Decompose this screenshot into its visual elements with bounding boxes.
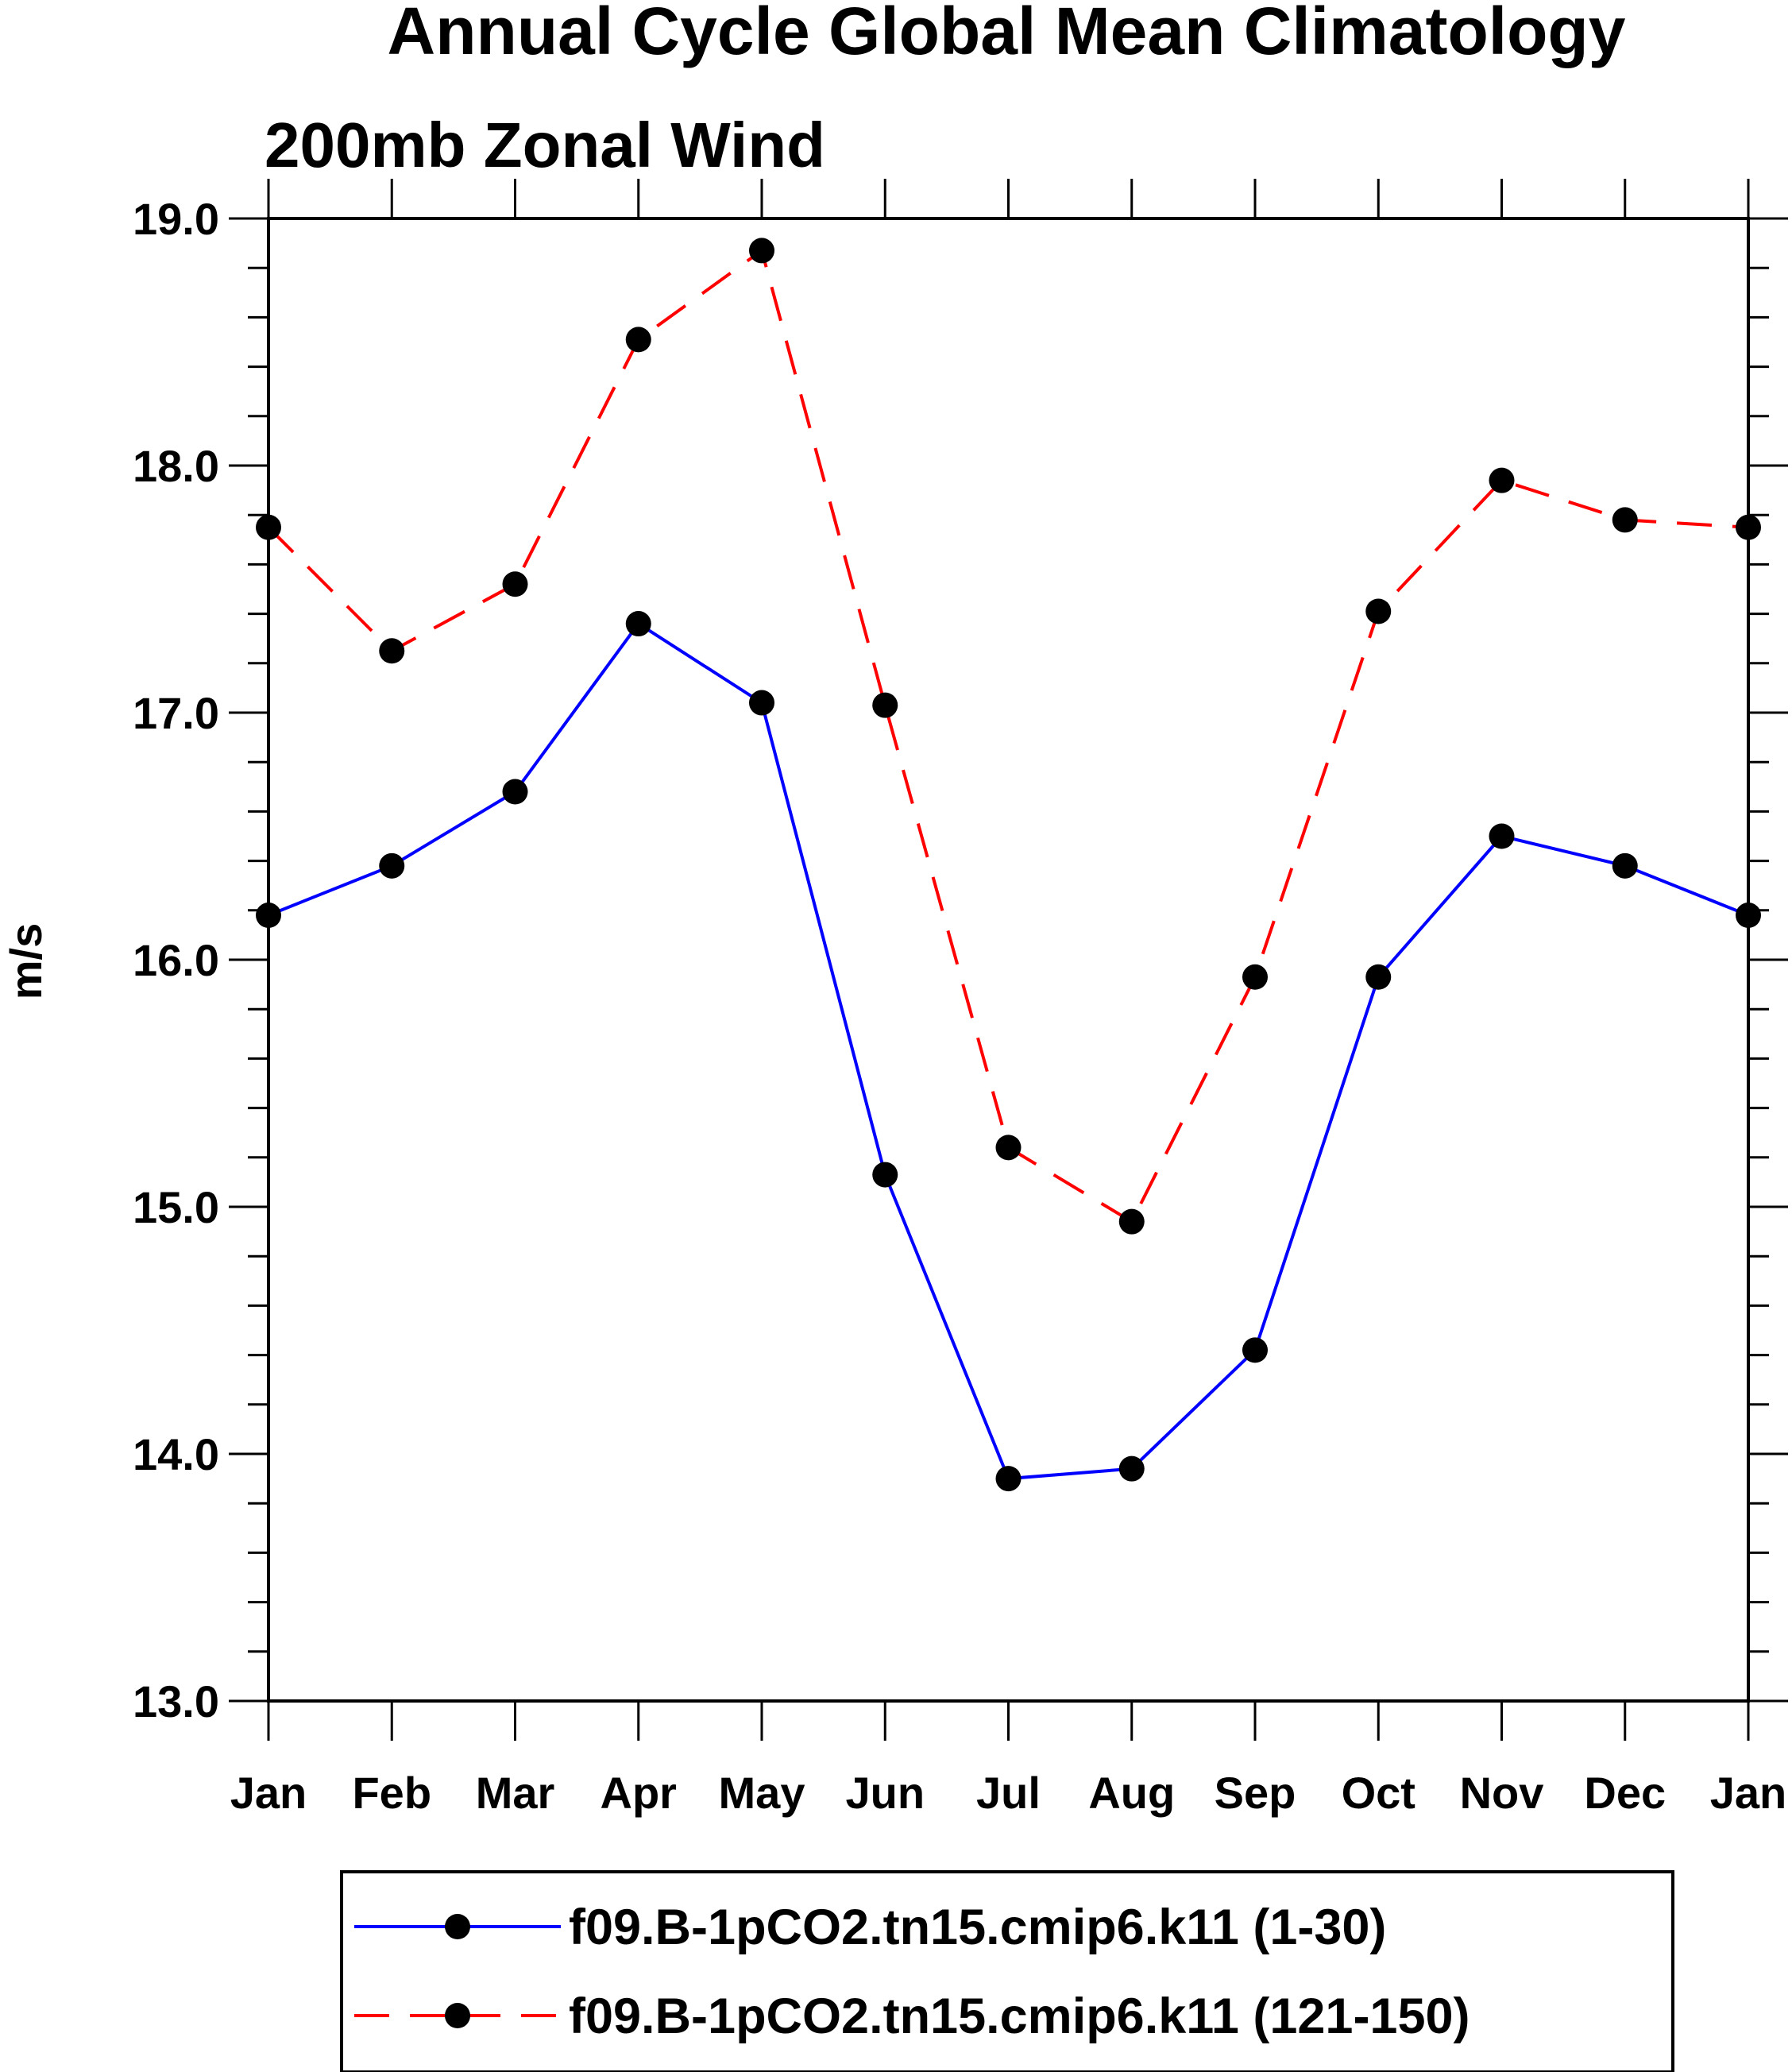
x-tick-label: Jun bbox=[845, 1768, 925, 1818]
x-tick-label: Dec bbox=[1584, 1768, 1666, 1818]
x-tick-label: Sep bbox=[1215, 1768, 1296, 1818]
data-point bbox=[502, 779, 528, 805]
x-tick-label: Aug bbox=[1088, 1768, 1175, 1818]
y-tick-labels: 13.0 14.0 15.0 16.0 17.0 18.0 19.0 bbox=[133, 194, 219, 1726]
data-point bbox=[625, 327, 651, 353]
data-point bbox=[1612, 852, 1638, 879]
data-point bbox=[1118, 1455, 1145, 1482]
series-layer bbox=[256, 238, 1761, 1492]
chart-subtitle: 200mb Zonal Wind bbox=[265, 110, 825, 180]
y-tick-label: 14.0 bbox=[133, 1429, 219, 1479]
y-tick-label: 15.0 bbox=[133, 1182, 219, 1232]
data-point bbox=[749, 238, 774, 264]
series-line bbox=[267, 248, 1749, 1224]
chart-title: Annual Cycle Global Mean Climatology bbox=[388, 0, 1626, 68]
x-tick-labels: Jan Feb Mar Apr May Jun Jul Aug Sep Oct Nov Dec Jan bbox=[230, 1768, 1787, 1818]
x-tick-label: May bbox=[719, 1768, 805, 1818]
x-tick-label: Mar bbox=[476, 1768, 555, 1818]
data-point bbox=[625, 611, 651, 637]
legend-box bbox=[340, 1870, 1674, 2072]
x-tick-label: Jan bbox=[230, 1768, 307, 1818]
data-point bbox=[1365, 964, 1392, 990]
x-tick-label: Oct bbox=[1342, 1768, 1415, 1818]
data-point bbox=[1612, 507, 1638, 533]
data-point bbox=[1242, 964, 1268, 990]
series-1 bbox=[256, 611, 1761, 1492]
y-tick-label: 13.0 bbox=[133, 1676, 219, 1726]
legend-marker-2 bbox=[445, 2003, 470, 2028]
legend: f09.B-1pCO2.tn15.cmip6.k11 (1-30) f09.B-… bbox=[340, 1870, 1674, 2072]
data-point bbox=[1736, 903, 1761, 929]
legend-marker-1 bbox=[445, 1914, 470, 1939]
data-point bbox=[1736, 514, 1761, 540]
legend-entry-2: f09.B-1pCO2.tn15.cmip6.k11 (121-150) bbox=[354, 1989, 1470, 2044]
data-point bbox=[1118, 1208, 1145, 1235]
data-point bbox=[1242, 1337, 1268, 1363]
data-point bbox=[256, 903, 281, 929]
data-point bbox=[872, 1162, 898, 1188]
y-axis-label: m/s bbox=[1, 923, 51, 1000]
legend-label-2: f09.B-1pCO2.tn15.cmip6.k11 (121-150) bbox=[569, 1989, 1470, 2044]
data-point bbox=[995, 1466, 1022, 1492]
data-point bbox=[1365, 598, 1392, 624]
data-point bbox=[872, 692, 898, 718]
y-tick-label: 19.0 bbox=[133, 194, 219, 244]
data-point bbox=[379, 852, 405, 879]
data-point bbox=[749, 690, 774, 716]
data-point bbox=[256, 514, 281, 540]
x-tick-label: Jul bbox=[976, 1768, 1041, 1818]
data-point bbox=[1489, 823, 1515, 849]
legend-label-1: f09.B-1pCO2.tn15.cmip6.k11 (1-30) bbox=[569, 1900, 1386, 1955]
data-point bbox=[502, 571, 528, 597]
x-tick-label: Feb bbox=[352, 1768, 431, 1818]
data-point bbox=[1489, 467, 1515, 493]
x-tick-label: Nov bbox=[1460, 1768, 1544, 1818]
legend-entry-1: f09.B-1pCO2.tn15.cmip6.k11 (1-30) bbox=[354, 1900, 1386, 1955]
series-2 bbox=[256, 238, 1761, 1235]
x-tick-label: Apr bbox=[601, 1768, 677, 1818]
data-point bbox=[995, 1135, 1022, 1161]
data-point bbox=[379, 638, 405, 664]
x-tick-label: Jan bbox=[1710, 1768, 1787, 1818]
y-tick-label: 18.0 bbox=[133, 441, 219, 491]
axes bbox=[229, 179, 1788, 1741]
series-line bbox=[268, 621, 1749, 1481]
y-tick-label: 16.0 bbox=[133, 935, 219, 985]
y-tick-label: 17.0 bbox=[133, 688, 219, 738]
